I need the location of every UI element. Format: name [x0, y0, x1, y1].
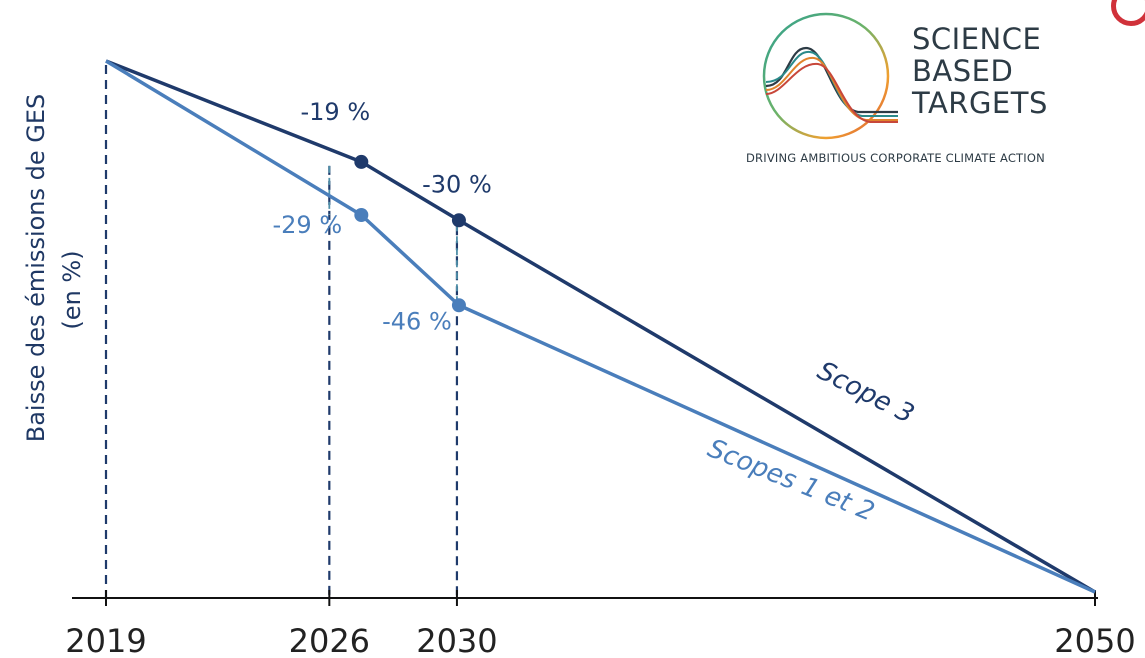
- y-axis-label-line2: (en %): [58, 250, 86, 329]
- x-tick-label: 2030: [416, 622, 497, 658]
- corner-ring-icon: [1111, 0, 1145, 26]
- data-label: -30 %: [422, 170, 492, 198]
- logo-line1: SCIENCE: [912, 22, 1042, 56]
- data-point: [354, 207, 369, 222]
- series-label-scope-3: Scope 3: [812, 356, 918, 430]
- data-point: [354, 154, 369, 169]
- data-point: [451, 213, 466, 228]
- data-label: -29 %: [273, 211, 343, 239]
- science-based-targets-logo: SCIENCE BASED TARGETS DRIVING AMBITIOUS …: [740, 8, 1070, 178]
- logo-tagline: DRIVING AMBITIOUS CORPORATE CLIMATE ACTI…: [746, 151, 1045, 165]
- guide-lines: [104, 65, 459, 598]
- logo-line3: TARGETS: [912, 86, 1048, 120]
- series-label-scopes-1-et-2: Scopes 1 et 2: [703, 434, 878, 528]
- x-tick-label: 2026: [289, 622, 370, 658]
- sbt-emblem-icon: [762, 12, 898, 140]
- point-labels: -19 % -30 % -29 % -46 %: [273, 98, 492, 335]
- y-axis-label-line1: Baisse des émissions de GES: [22, 94, 50, 443]
- series-lines: [105, 59, 1096, 594]
- series-line-scope-3: [105, 59, 1096, 594]
- series-line-scopes-1-et-2: [105, 59, 1096, 594]
- x-tick-label: 2019: [65, 622, 146, 658]
- logo-line2: BASED: [912, 54, 1014, 88]
- x-ticks: 2019 2026 2030 2050: [65, 590, 1136, 658]
- data-markers: [354, 154, 466, 313]
- x-tick-label: 2050: [1054, 622, 1135, 658]
- data-label: -46 %: [382, 307, 452, 335]
- data-label: -19 %: [301, 98, 371, 126]
- data-point: [451, 298, 466, 313]
